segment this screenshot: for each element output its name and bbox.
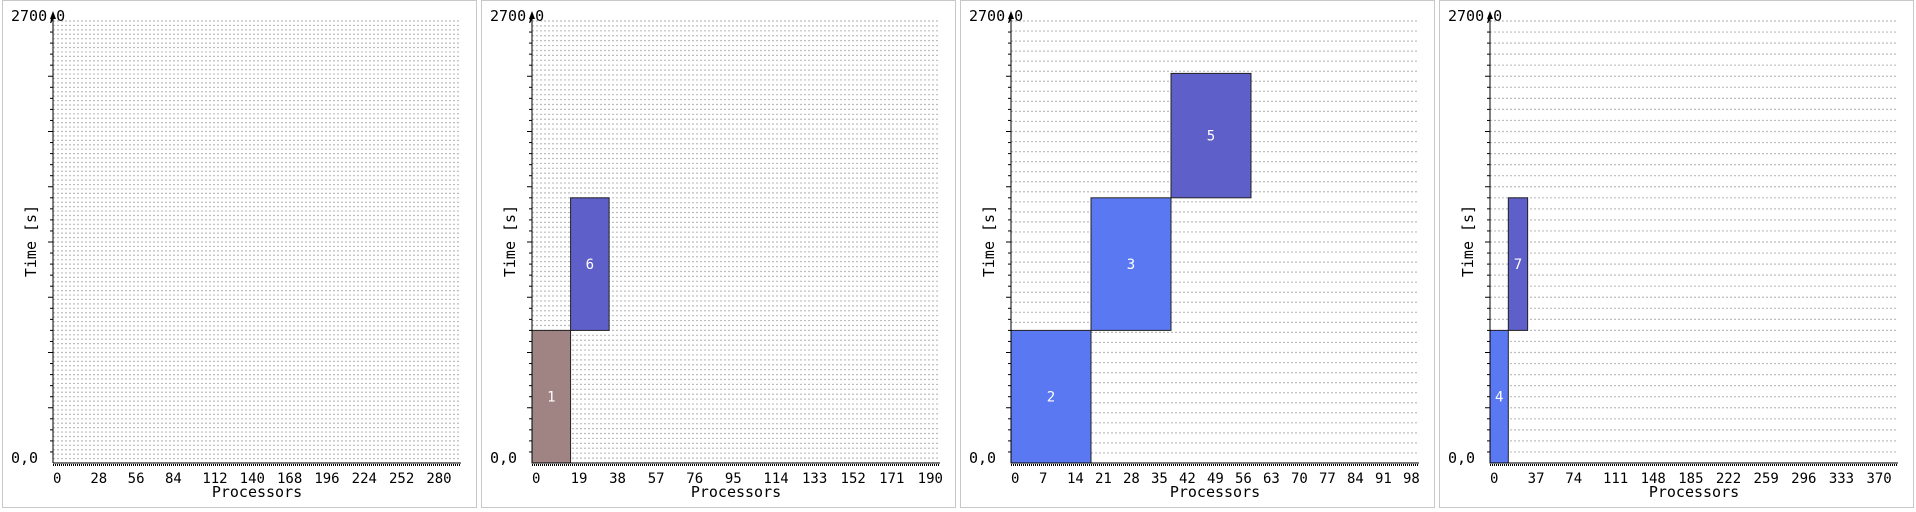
x-tick-label: 7	[1039, 471, 1047, 487]
y-axis-arrow	[1008, 11, 1014, 19]
y-tick-label-min: 0,0	[11, 449, 38, 467]
job-block-3	[1090, 197, 1172, 331]
job-block-7	[1507, 197, 1529, 331]
y-axis-title: Time [s]	[501, 205, 519, 277]
x-tick-label: 70	[1291, 471, 1308, 487]
y-tick-label-min: 0,0	[969, 449, 996, 467]
y-axis-title: Time [s]	[980, 205, 998, 277]
x-tick-label: 84	[165, 471, 182, 487]
x-tick-label: 76	[686, 471, 703, 487]
y-axis-arrow	[50, 11, 56, 19]
chart-panel-4: 4 7 0 37 74 111 148 185 222 259 296 333 370 0,0 2700,0…	[1439, 0, 1914, 508]
x-tick-label: 196	[314, 471, 339, 487]
y-tick-label-max: 2700,0	[11, 7, 65, 25]
y-axis-title: Time [s]	[22, 205, 40, 277]
x-tick-label: 0	[532, 471, 540, 487]
job-label: 2	[1047, 390, 1055, 406]
x-tick-label: 0	[53, 471, 61, 487]
job-block-6	[570, 197, 610, 331]
y-tick-label-max: 2700,0	[1448, 7, 1502, 25]
x-tick-label: 19	[571, 471, 588, 487]
x-axis-title: Processors	[1170, 483, 1260, 501]
x-tick-label: 222	[1716, 471, 1741, 487]
x-tick-label: 259	[1754, 471, 1779, 487]
grid-lines	[53, 20, 461, 464]
x-tick-label: 28	[90, 471, 107, 487]
x-tick-label: 37	[1528, 471, 1545, 487]
y-axis-title: Time [s]	[1459, 205, 1477, 277]
y-tick-label-max: 2700,0	[969, 7, 1023, 25]
x-axis-title: Processors	[1649, 483, 1739, 501]
job-label: 5	[1207, 129, 1215, 145]
x-tick-label: 280	[426, 471, 451, 487]
x-tick-label: 148	[1641, 471, 1666, 487]
x-tick-label: 114	[763, 471, 788, 487]
x-tick-label: 112	[202, 471, 227, 487]
x-axis-title: Processors	[691, 483, 781, 501]
x-tick-label: 98	[1403, 471, 1420, 487]
x-tick-label: 140	[240, 471, 265, 487]
x-tick-label: 35	[1151, 471, 1168, 487]
x-tick-label: 168	[277, 471, 302, 487]
x-tick-label: 224	[352, 471, 377, 487]
x-tick-label: 171	[879, 471, 904, 487]
chart-svg-4: 4 7 0 37 74 111 148 185 222 259 296 333 370 0,0 2700,0…	[1448, 7, 1898, 501]
job-label: 7	[1514, 257, 1522, 273]
grid-lines	[532, 20, 940, 464]
chart-panel-1: 0 28 56 84 112 140 168 196 224 252 280 0,0 2700,0 Pro…	[2, 0, 477, 508]
x-tick-label: 333	[1829, 471, 1854, 487]
x-tick-label: 56	[1235, 471, 1252, 487]
chart-svg-1: 0 28 56 84 112 140 168 196 224 252 280 0,0 2700,0 Pro…	[11, 7, 461, 501]
job-label: 3	[1127, 257, 1135, 273]
job-block-5	[1170, 72, 1252, 199]
x-tick-label: 63	[1263, 471, 1280, 487]
x-tick-label: 0	[1490, 471, 1498, 487]
x-axis-title: Processors	[212, 483, 302, 501]
y-tick-label-min: 0,0	[1448, 449, 1475, 467]
x-tick-label: 91	[1375, 471, 1392, 487]
x-tick-label: 370	[1866, 471, 1891, 487]
x-tick-label: 190	[918, 471, 943, 487]
x-tick-label: 133	[802, 471, 827, 487]
x-tick-label: 38	[609, 471, 626, 487]
y-axis-arrow	[1487, 11, 1493, 19]
x-tick-label: 84	[1347, 471, 1364, 487]
x-tick-label: 28	[1123, 471, 1140, 487]
x-tick-label: 21	[1095, 471, 1112, 487]
x-tick-label: 95	[725, 471, 742, 487]
job-block-1	[531, 329, 572, 464]
x-tick-label: 252	[389, 471, 414, 487]
x-tick-label: 42	[1179, 471, 1196, 487]
x-tick-label: 152	[841, 471, 866, 487]
x-tick-label: 14	[1067, 471, 1084, 487]
job-label: 6	[586, 257, 594, 273]
x-tick-label: 56	[128, 471, 145, 487]
job-label: 1	[547, 390, 555, 406]
x-tick-label: 0	[1011, 471, 1019, 487]
x-tick-label: 111	[1603, 471, 1628, 487]
y-axis-arrow	[529, 11, 535, 19]
y-tick-label-max: 2700,0	[490, 7, 544, 25]
job-label: 4	[1495, 390, 1503, 406]
y-tick-label-min: 0,0	[490, 449, 517, 467]
x-tick-label: 296	[1791, 471, 1816, 487]
chart-panel-3: 2 3 5 0 7 14 21 28 35 42 49 56 63 70 77 84 91 98 0,0 2700,0…	[960, 0, 1435, 508]
x-tick-label: 49	[1207, 471, 1224, 487]
chart-panel-2: 1 6 0 19 38 57 76 95 114 133 152 171 190 0,0 2700,0 Pro…	[481, 0, 956, 508]
grid-lines	[1490, 20, 1898, 464]
x-tick-label: 74	[1565, 471, 1582, 487]
chart-svg-2: 1 6 0 19 38 57 76 95 114 133 152 171 190 0,0 2700,0 Pro…	[490, 7, 943, 501]
x-tick-label: 57	[648, 471, 665, 487]
x-tick-label: 77	[1319, 471, 1336, 487]
x-tick-label: 185	[1678, 471, 1703, 487]
